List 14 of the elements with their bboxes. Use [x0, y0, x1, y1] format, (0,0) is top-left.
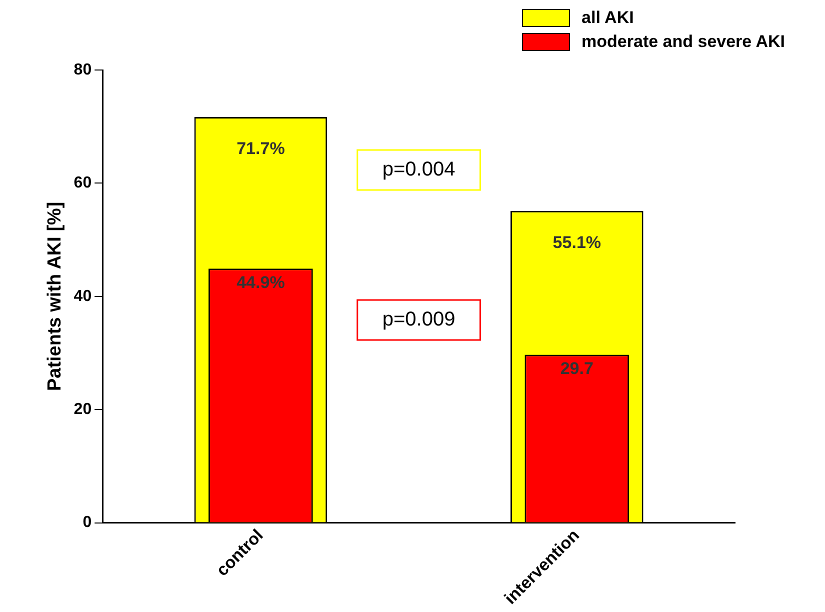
y-tick-label: 20: [74, 400, 92, 418]
legend-label: moderate and severe AKI: [582, 32, 785, 52]
y-tick-label: 40: [74, 288, 92, 305]
legend-label: all AKI: [582, 8, 634, 28]
annotation: p=0.009: [382, 308, 456, 331]
data-label: 55.1%: [552, 233, 601, 252]
y-axis-title: Patients with AKI [%]: [44, 202, 66, 392]
annotation: p=0.004: [382, 158, 456, 181]
y-tick-label: 60: [74, 174, 92, 192]
y-tick-label: 0: [82, 514, 92, 532]
data-label: 71.7%: [236, 139, 285, 158]
y-tick-label: 80: [74, 61, 92, 78]
data-label: 44.9%: [236, 272, 285, 292]
data-label: 29.7: [560, 358, 594, 378]
